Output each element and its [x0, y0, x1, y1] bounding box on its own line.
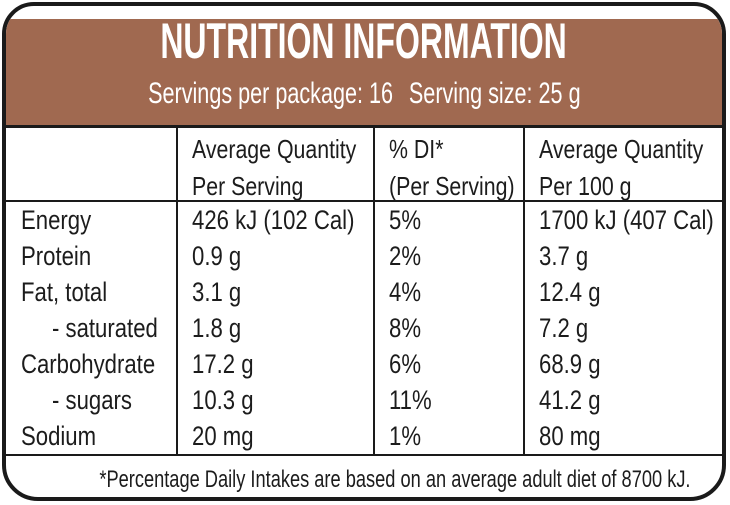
nutrient-name: Fat, total: [6, 274, 176, 310]
value-di-text: 8%: [389, 313, 422, 343]
nutrient-name-text: Sodium: [21, 421, 97, 451]
value-per-100g: 1700 kJ (407 Cal): [523, 202, 722, 238]
column-header-per-serving-line1: Average Quantity: [192, 134, 357, 164]
nutrient-name: Protein: [6, 238, 176, 274]
value-per-100g: 12.4 g: [523, 274, 722, 310]
value-di: 5%: [373, 202, 523, 238]
value-per-100g: 41.2 g: [523, 382, 722, 418]
value-per-serving: 0.9 g: [176, 238, 373, 274]
value-di: 6%: [373, 346, 523, 382]
value-per-serving-text: 3.1 g: [192, 277, 242, 307]
value-per-100g: 7.2 g: [523, 310, 722, 346]
nutrient-name-text: - sugars: [52, 385, 132, 415]
value-di-text: 6%: [389, 349, 422, 379]
nutrient-name: - sugars: [6, 382, 176, 418]
nutrient-name: Carbohydrate: [6, 346, 176, 382]
value-per-100g-text: 1700 kJ (407 Cal): [539, 205, 714, 235]
nutrient-name-text: Carbohydrate: [21, 349, 156, 379]
servings-line: Servings per package: 16 Serving size: 25…: [6, 76, 722, 117]
servings-per-package: Servings per package: 16: [147, 77, 393, 110]
nutrient-name-text: Protein: [21, 241, 92, 271]
value-di-text: 5%: [389, 205, 422, 235]
nutrient-name: Energy: [6, 202, 176, 238]
value-per-serving-text: 10.3 g: [192, 385, 254, 415]
value-per-100g-text: 12.4 g: [539, 277, 601, 307]
page-title: NUTRITION INFORMATION: [6, 13, 722, 76]
value-di: 11%: [373, 382, 523, 418]
value-per-100g-text: 3.7 g: [539, 241, 589, 271]
value-di: 4%: [373, 274, 523, 310]
column-header-nutrient: [6, 128, 176, 202]
value-per-serving-text: 0.9 g: [192, 241, 242, 271]
column-header-di-line2: (Per Serving): [389, 171, 515, 201]
value-per-serving-text: 426 kJ (102 Cal): [192, 205, 355, 235]
column-header-per-serving: Average Quantity Per Serving: [176, 128, 373, 202]
column-header-di-line1: % DI*: [389, 134, 444, 164]
nutrient-name: - saturated: [6, 310, 176, 346]
column-header-di: % DI* (Per Serving): [373, 128, 523, 202]
value-per-serving: 10.3 g: [176, 382, 373, 418]
value-per-serving: 426 kJ (102 Cal): [176, 202, 373, 238]
value-di-text: 11%: [389, 385, 432, 415]
value-per-serving-text: 1.8 g: [192, 313, 242, 343]
value-per-serving: 3.1 g: [176, 274, 373, 310]
value-per-100g: 80 mg: [523, 418, 722, 454]
value-per-serving: 17.2 g: [176, 346, 373, 382]
value-per-100g: 68.9 g: [523, 346, 722, 382]
servings-text: Servings per package: 16 Serving size: 25…: [148, 76, 580, 112]
value-per-100g: 3.7 g: [523, 238, 722, 274]
value-per-serving: 20 mg: [176, 418, 373, 454]
value-per-100g-text: 80 mg: [539, 421, 601, 451]
value-per-100g-text: 41.2 g: [539, 385, 601, 415]
value-per-100g-text: 68.9 g: [539, 349, 601, 379]
column-header-per-100g-line2: Per 100 g: [539, 171, 632, 201]
footnote: *Percentage Daily Intakes are based on a…: [6, 454, 722, 497]
nutrient-name: Sodium: [6, 418, 176, 454]
value-di-text: 4%: [389, 277, 422, 307]
column-header-per-100g-line1: Average Quantity: [539, 134, 704, 164]
serving-size: Serving size: 25 g: [408, 77, 581, 110]
value-per-serving: 1.8 g: [176, 310, 373, 346]
value-di: 8%: [373, 310, 523, 346]
label-header: NUTRITION INFORMATION Servings per packa…: [6, 13, 722, 128]
value-di-text: 1%: [389, 421, 422, 451]
value-per-serving-text: 20 mg: [192, 421, 254, 451]
column-header-per-serving-line2: Per Serving: [192, 171, 304, 201]
nutrient-name-text: Fat, total: [21, 277, 108, 307]
nutrient-name-text: - saturated: [52, 313, 158, 343]
value-di: 1%: [373, 418, 523, 454]
value-per-100g-text: 7.2 g: [539, 313, 589, 343]
value-di: 2%: [373, 238, 523, 274]
nutrition-table: Average Quantity Per Serving % DI* (Per …: [6, 128, 722, 454]
value-di-text: 2%: [389, 241, 422, 271]
value-per-serving-text: 17.2 g: [192, 349, 254, 379]
nutrition-label: NUTRITION INFORMATION Servings per packa…: [2, 2, 726, 501]
footnote-text: *Percentage Daily Intakes are based on a…: [99, 466, 691, 493]
nutrient-name-text: Energy: [21, 205, 92, 235]
page-title-text: NUTRITION INFORMATION: [160, 13, 568, 69]
column-header-per-100g: Average Quantity Per 100 g: [523, 128, 722, 202]
